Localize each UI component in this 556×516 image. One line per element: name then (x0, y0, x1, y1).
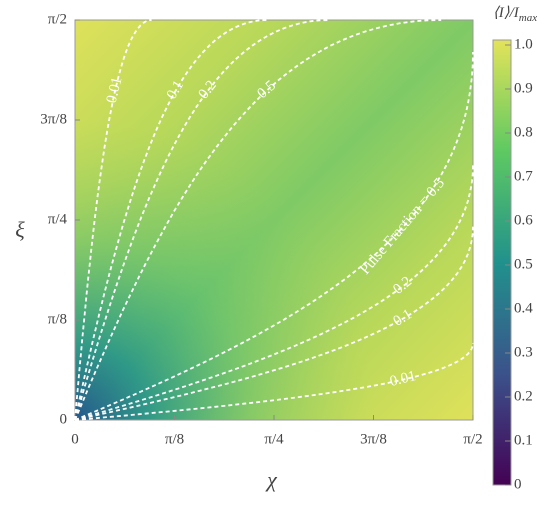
colorbar-tick-label: 1.0 (514, 36, 533, 52)
colorbar-tick-label: 0.9 (514, 80, 533, 96)
contour-line (74, 19, 442, 421)
colorbar-tick-label: 0.4 (514, 300, 533, 316)
contour-label: 0.01 (388, 368, 417, 390)
plot-area (74, 19, 474, 421)
colorbar-tick-label: 0.3 (514, 344, 533, 360)
contour-line (74, 19, 268, 421)
colorbar-title-main: ⟨I⟩/I (493, 5, 520, 21)
colorbar-tick-label: 0.5 (514, 256, 533, 272)
colorbar-title-sub: max (519, 12, 537, 24)
colorbar-tick-label: 0.1 (514, 432, 533, 448)
colorbar-tick-label: 0.8 (514, 124, 533, 140)
colorbar-tick-label: 0.7 (514, 168, 533, 184)
x-tick-label: π/4 (264, 431, 284, 447)
colorbar-tick-label: 0.2 (514, 388, 533, 404)
colorbar (492, 39, 512, 486)
x-tick-label: π/2 (463, 431, 482, 447)
density-shade (75, 20, 473, 420)
y-axis-label: ξ (15, 217, 25, 242)
x-tick-label: π/8 (165, 431, 184, 447)
colorbar-title: ⟨I⟩/Imax (493, 5, 537, 23)
y-tick-label: π/8 (48, 311, 67, 327)
x-tick-label: 0 (71, 431, 79, 447)
colorbar-tick-label: 0 (514, 476, 522, 492)
y-tick-label: π/2 (48, 11, 67, 27)
contour-line (74, 19, 152, 421)
contour-line (74, 342, 474, 421)
x-tick-label: 3π/8 (360, 431, 387, 447)
contour-line (74, 51, 474, 421)
contour-label: 0.01 (104, 76, 126, 105)
y-tick-label: 3π/8 (40, 111, 67, 127)
colorbar-tick-label: 0.6 (514, 212, 533, 228)
contour-line (74, 19, 329, 421)
contour-line (74, 226, 474, 421)
y-tick-label: π/4 (48, 211, 68, 227)
y-tick-label: 0 (60, 411, 68, 427)
x-axis-label: χ (265, 467, 278, 492)
